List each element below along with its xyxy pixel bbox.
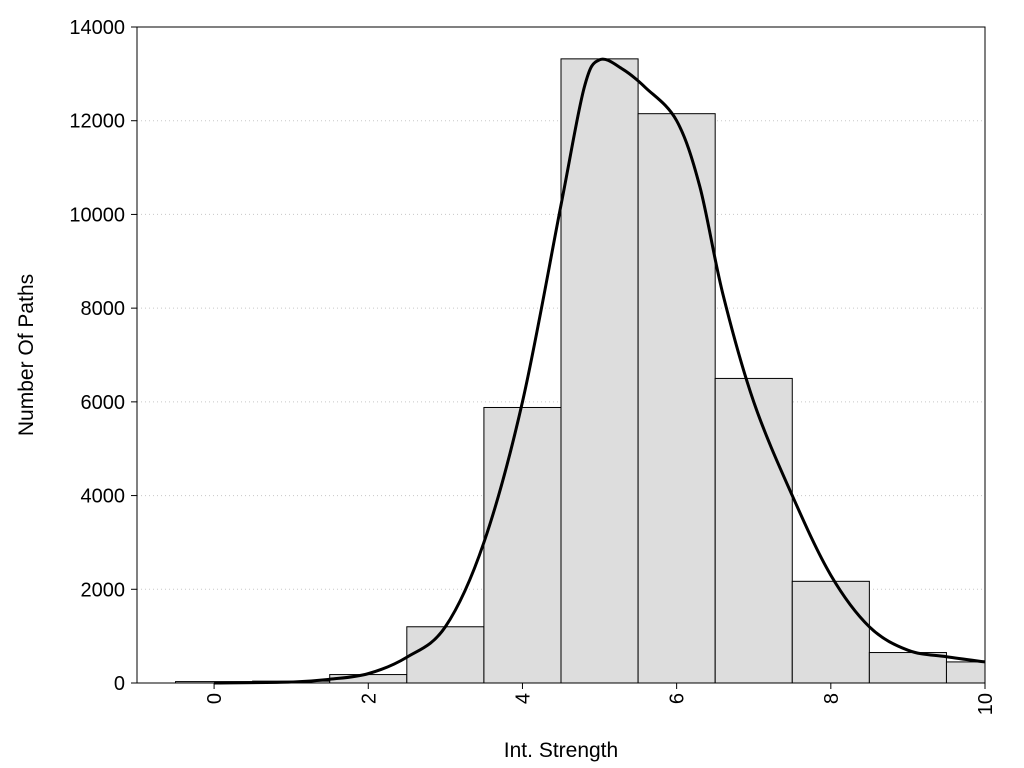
x-tick-label: 4: [512, 693, 534, 704]
density-curve: [214, 57, 986, 685]
histogram-bar: [945, 661, 986, 684]
x-axis-title: Int. Strength: [504, 739, 618, 762]
y-tick-label: 10000: [69, 204, 125, 226]
y-tick-label: 12000: [69, 111, 125, 133]
x-tick-label: 0: [204, 693, 226, 704]
y-tick-label: 8000: [81, 298, 126, 320]
histogram-bar: [791, 580, 870, 684]
histogram-bar: [868, 652, 947, 684]
x-tick-label: 2: [358, 693, 380, 704]
x-axis-ticks: 0 2 4 6 8 10: [204, 683, 997, 715]
y-tick-label: 2000: [81, 579, 126, 601]
curve-layer: [214, 57, 986, 685]
histogram-bar: [483, 406, 562, 684]
y-tick-label: 14000: [69, 17, 125, 39]
histogram-bar: [406, 626, 485, 684]
x-tick-label: 8: [821, 693, 843, 704]
histogram-bar: [714, 377, 793, 684]
y-tick-label: 0: [114, 673, 125, 695]
y-tick-label: 6000: [81, 392, 126, 414]
x-tick-label: 10: [975, 693, 997, 715]
y-tick-label: 4000: [81, 486, 126, 508]
y-axis-title: Number Of Paths: [15, 274, 38, 436]
bars-layer: [175, 58, 986, 684]
plot-frame: [136, 26, 986, 684]
histogram-bar: [560, 58, 639, 684]
y-axis-ticks: 0 2000 4000 6000 8000 10000 12000 14000: [69, 17, 137, 695]
x-tick-label: 6: [667, 693, 689, 704]
